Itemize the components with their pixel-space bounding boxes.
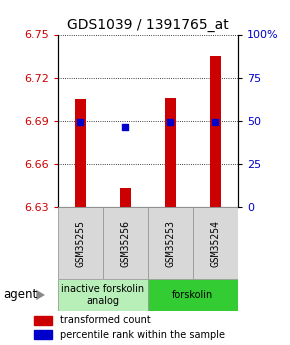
Point [78, 119, 83, 125]
Bar [148, 207, 193, 279]
Bar [148, 279, 238, 311]
Bar [58, 207, 103, 279]
Text: GSM35254: GSM35254 [210, 220, 220, 267]
Bar [193, 207, 238, 279]
Point [123, 124, 128, 129]
Point [168, 119, 173, 125]
Text: GSM35253: GSM35253 [165, 220, 175, 267]
Bar [165, 98, 176, 207]
Bar [75, 99, 86, 207]
Bar [210, 56, 221, 207]
Text: GSM35255: GSM35255 [75, 220, 86, 267]
Point [213, 119, 218, 125]
Text: forskolin: forskolin [172, 290, 213, 300]
Bar [34, 316, 52, 325]
Text: GSM35256: GSM35256 [120, 220, 130, 267]
Bar [120, 188, 131, 207]
Text: inactive forskolin
analog: inactive forskolin analog [61, 284, 144, 306]
Bar [34, 331, 52, 339]
Text: transformed count: transformed count [60, 315, 151, 325]
Title: GDS1039 / 1391765_at: GDS1039 / 1391765_at [67, 18, 229, 32]
Text: agent: agent [3, 288, 37, 302]
Polygon shape [36, 290, 45, 300]
Bar [58, 279, 148, 311]
Bar [103, 207, 148, 279]
Text: percentile rank within the sample: percentile rank within the sample [60, 329, 225, 339]
